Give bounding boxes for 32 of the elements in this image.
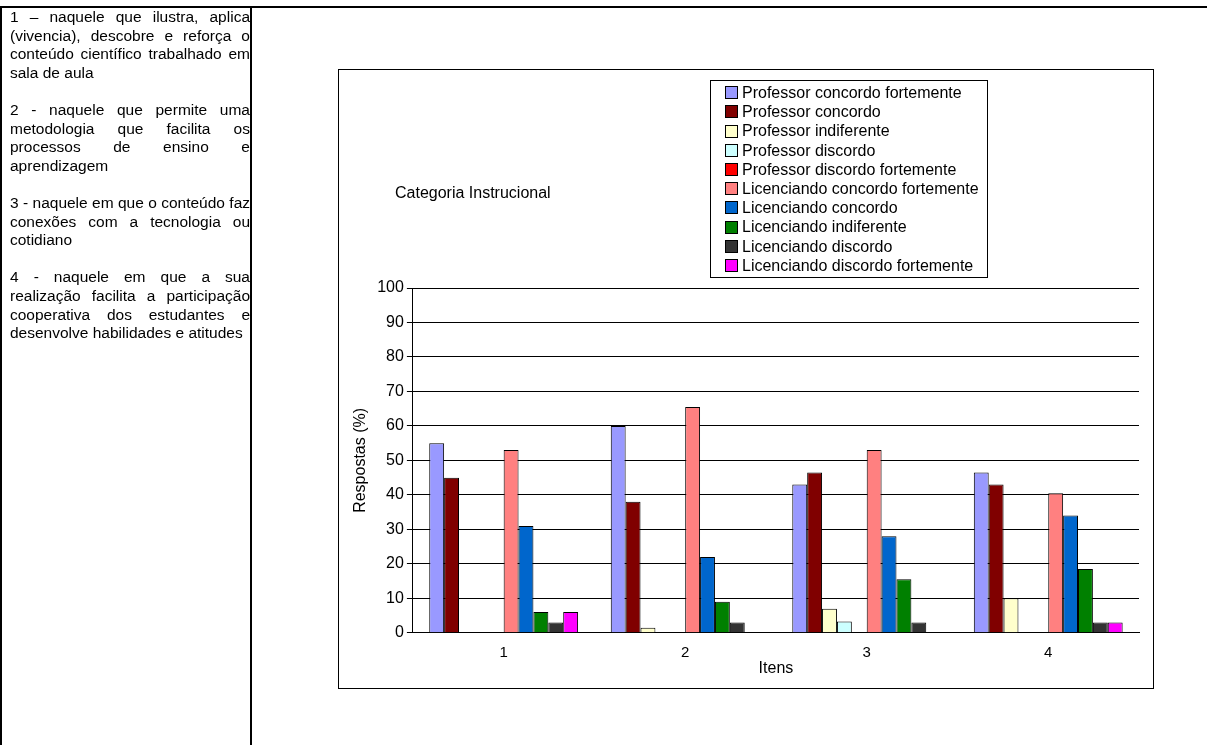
legend-label: Licenciando concordo <box>742 198 898 218</box>
x-tick-label: 1 <box>499 642 508 660</box>
y-tick-label: 40 <box>386 485 404 503</box>
legend-label: Licenciando concordo fortemente <box>742 179 979 199</box>
text: 2 - naquele que permite uma metodologia que facilita os processos de ensino e aprendizagem <box>10 100 250 176</box>
y-tick-label: 70 <box>386 381 404 399</box>
x-axis-title: Itens <box>758 658 794 676</box>
y-tick-label: 80 <box>386 347 404 365</box>
legend-label: Professor discordo <box>742 140 876 160</box>
y-tick-label: 10 <box>386 588 404 606</box>
y-tick-label: 20 <box>386 554 404 572</box>
x-tick-label: 4 <box>1044 642 1053 660</box>
y-tick-label: 60 <box>386 416 404 434</box>
legend-label: Professor concordo fortemente <box>742 83 962 103</box>
legend-label: Licenciando indiferente <box>742 217 907 237</box>
legend-label: Licenciando discordo <box>742 236 893 256</box>
legend-label: Licenciando discordo fortemente <box>742 255 974 276</box>
y-tick-label: 50 <box>386 450 404 468</box>
y-tick-label: 90 <box>386 312 404 330</box>
legend-label: Professor concordo <box>742 102 881 122</box>
y-axis-title: Respostas (%) <box>351 407 369 513</box>
legend-label: Professor indiferente <box>742 121 890 141</box>
chart-title: Categoria Instrucional <box>395 184 551 202</box>
text: 4 - naquele em que a sua realização facilita a participação cooperativa dos estudantes e desenvolve habilidades e atitudes <box>10 268 250 343</box>
legend-label: Professor discordo fortemente <box>742 159 957 180</box>
x-tick-label: 2 <box>681 642 690 660</box>
y-tick-label: 100 <box>377 278 404 296</box>
y-tick-label: 30 <box>386 519 404 537</box>
text: 3 - naquele em que o conteúdo faz conexões com a tecnologia ou cotidiano <box>10 193 250 250</box>
x-tick-label: 3 <box>862 642 871 660</box>
text: 1 – naquele que ilustra, aplica (vivencia), descobre e reforça o conteúdo científico trabalhado em sala de aula <box>10 8 250 83</box>
y-tick-label: 0 <box>394 623 404 641</box>
